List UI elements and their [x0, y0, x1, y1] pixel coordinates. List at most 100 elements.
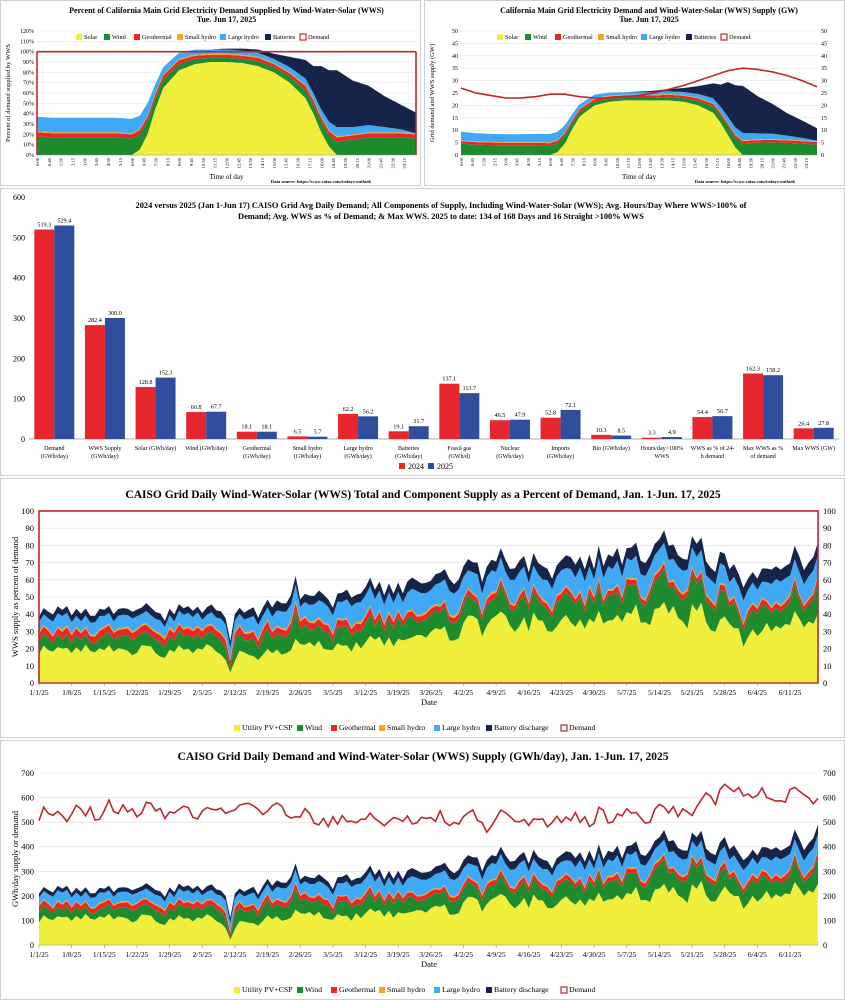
- category-label: (GWh/day): [243, 453, 270, 460]
- y-tick-label: 40: [26, 609, 35, 619]
- x-tick-label: 6/11/25: [779, 950, 802, 959]
- y-tick-label: 30%: [23, 122, 34, 128]
- bar-value-label: 72.1: [565, 402, 576, 409]
- legend-label-4: Large hydro: [228, 34, 259, 41]
- legend-label-5: Battery discharge: [494, 985, 549, 994]
- x-tick-label: 0:00: [459, 157, 464, 166]
- category-label: Geothermal: [243, 446, 272, 452]
- y-tick-label: 50: [452, 29, 458, 35]
- x-tick-label: 18:00: [726, 157, 731, 168]
- x-tick-label: 1/15/25: [93, 688, 116, 697]
- chart-title: California Main Grid Electricity Demand …: [500, 6, 798, 15]
- stack-area-1: [39, 568, 818, 673]
- category-label: (GWh/day): [41, 453, 68, 460]
- bar-value-label: 31.7: [413, 418, 424, 425]
- category-label: Fossil gas: [447, 446, 472, 452]
- x-tick-label: 5:15: [537, 157, 542, 166]
- x-axis-title: Date: [421, 959, 437, 969]
- data-source: Data source: https://www.caiso.com/today…: [695, 179, 796, 184]
- stack-area-5: [39, 530, 818, 648]
- x-tick-label: 3:45: [515, 157, 520, 166]
- x-tick-label: 5/7/25: [617, 688, 636, 697]
- x-tick-label: 1/1/25: [29, 688, 48, 697]
- legend-swatch-4: [434, 725, 440, 731]
- x-tick-label: 3/12/25: [354, 950, 377, 959]
- x-tick-label: 9:45: [604, 157, 609, 166]
- y-tick-label: 120%: [20, 29, 34, 35]
- legend-swatch-3: [379, 987, 385, 993]
- category-label: WWS as % of 24-: [691, 445, 735, 452]
- category-label: h demand: [701, 454, 725, 460]
- legend-label-2: Geothermal: [563, 34, 593, 41]
- legend-label-1: Wind: [533, 34, 548, 41]
- y-tick-label: 15: [452, 116, 458, 122]
- bar-value-label: 529.4: [57, 217, 71, 224]
- x-tick-label: 3/5/25: [323, 950, 342, 959]
- legend-swatch-1: [297, 987, 303, 993]
- x-tick-label: 3/12/25: [354, 688, 377, 697]
- stack-area-4: [39, 542, 818, 660]
- bar-2025: [256, 431, 277, 439]
- bar-2025: [54, 225, 75, 439]
- category-label: (GWh/day): [496, 453, 523, 460]
- x-tick-label: 16:30: [704, 157, 709, 168]
- y-tick-label: 35: [452, 66, 458, 72]
- chart-daily-demand-supply: CAISO Grid Daily Demand and Wind-Water-S…: [10, 751, 836, 994]
- category-label: (GWh/day): [344, 453, 371, 460]
- demand-line: [460, 67, 818, 99]
- x-tick-label: 18:45: [331, 157, 336, 168]
- y2-tick-label: 200: [823, 891, 836, 901]
- y-axis-title: Percent of demand supplied by WWS: [5, 44, 12, 142]
- stack-area-1: [39, 855, 818, 940]
- x-tick-label: 23:15: [804, 157, 809, 168]
- x-axis-title: Date: [421, 697, 437, 707]
- y2-tick-label: 300: [823, 866, 836, 876]
- bar-value-label: 27.8: [818, 420, 829, 427]
- y-tick-label: 70: [26, 558, 35, 568]
- bar-value-label: 113.7: [462, 385, 476, 392]
- bar-2024: [287, 436, 308, 439]
- x-tick-label: 0:45: [470, 157, 475, 166]
- bar-2024: [388, 431, 409, 439]
- bar-value-label: 67.7: [211, 404, 222, 411]
- chart-daily-wws-percent: CAISO Grid Daily Wind-Water-Solar (WWS) …: [10, 489, 836, 732]
- y-tick-label: 0%: [26, 153, 34, 159]
- x-tick-label: 15:00: [682, 157, 687, 168]
- x-tick-label: 1/22/25: [125, 688, 148, 697]
- y-tick-label: 100: [21, 506, 34, 516]
- bar-value-label: 5.7: [314, 429, 322, 436]
- legend-swatch-2: [555, 34, 561, 40]
- x-tick-label: 14:15: [670, 157, 675, 168]
- x-tick-label: 21:45: [782, 157, 787, 168]
- y2-tick-label: 600: [823, 793, 836, 803]
- bar-2024: [84, 325, 105, 439]
- legend-label-0: Solar: [84, 34, 98, 41]
- x-tick-label: 22:30: [793, 157, 798, 168]
- legend-swatch-demand: [720, 33, 728, 41]
- y2-tick-label: 80: [823, 540, 832, 550]
- x-tick-label: 9:45: [189, 157, 194, 166]
- chart-subtitle: Tue. Jun 17, 2025: [197, 15, 257, 24]
- x-tick-label: 3/19/25: [387, 688, 410, 697]
- x-tick-label: 21:00: [367, 157, 372, 168]
- panel-2024-vs-2025-bars: 0 100 200 300 400 500 600 2024 versus 2025 (Jan…: [0, 188, 845, 476]
- x-tick-label: 1/8/25: [62, 950, 81, 959]
- legend-label-4: Large hydro: [649, 34, 680, 41]
- bar-value-label: 66.8: [191, 404, 202, 411]
- stack-area-2: [39, 851, 818, 939]
- bar-value-label: 18.1: [241, 424, 252, 431]
- x-tick-label: 13:30: [659, 157, 664, 168]
- y-tick-label: 0: [455, 153, 458, 159]
- category-label: Bio (GWh/day): [592, 445, 630, 452]
- panel-daily-wws-percent: CAISO Grid Daily Wind-Water-Solar (WWS) …: [0, 478, 845, 738]
- legend-swatch-2025: [428, 463, 434, 469]
- chart-wws-percent-day: Percent of California Main Grid Electric…: [5, 6, 417, 184]
- y2-tick-label: 0: [821, 153, 824, 159]
- x-tick-label: 2/26/25: [289, 688, 312, 697]
- bar-value-label: 19.1: [393, 423, 404, 430]
- bar-value-label: 158.2: [766, 367, 780, 374]
- x-tick-label: 2/19/25: [256, 688, 279, 697]
- x-tick-label: 4/30/25: [583, 950, 606, 959]
- chart-subtitle: Tue. Jun 17, 2025: [619, 15, 679, 24]
- legend-label-6: Demand: [569, 723, 596, 732]
